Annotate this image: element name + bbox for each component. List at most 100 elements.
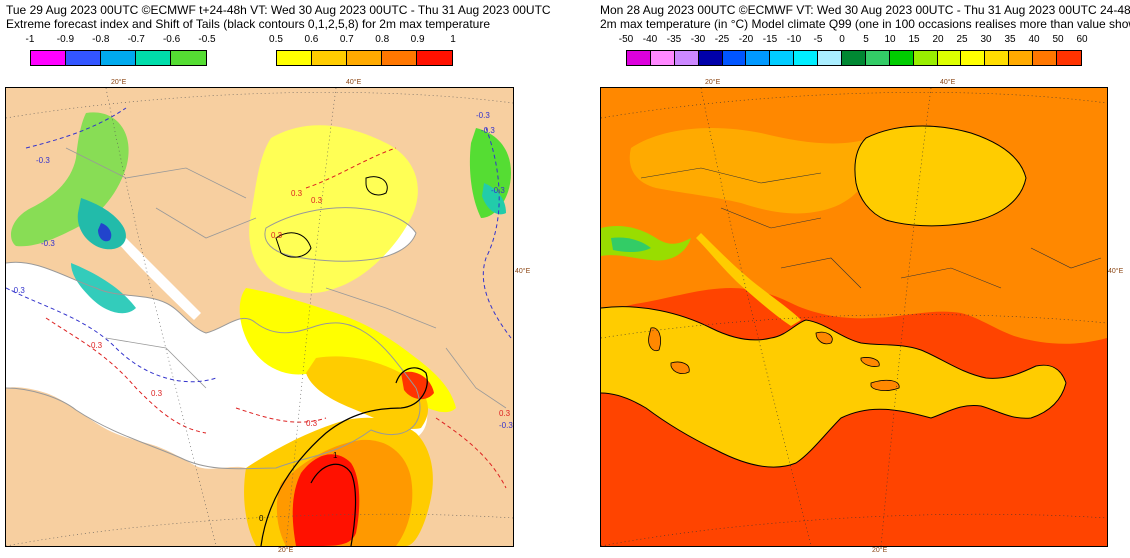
mclimate-mediterranean-sea (601, 306, 1066, 468)
efi-yellow-area-balkans (249, 125, 418, 294)
mclimate-graticule (601, 88, 1107, 546)
colorbar-swatch (1033, 51, 1058, 65)
colorbar-tick-label: -30 (690, 34, 706, 45)
colorbar-swatch (674, 51, 699, 65)
colorbar-tick-label: -50 (618, 34, 634, 45)
contour-label: -0.3 (491, 186, 505, 195)
mclimate-panel: Mon 28 Aug 2023 00UTC ©ECMWF VT: Wed 30 … (594, 0, 1130, 558)
colorbar-swatch (650, 51, 675, 65)
colorbar-swatch (101, 51, 136, 65)
contour-label: -0.3 (11, 286, 25, 295)
colorbar-tick-label: -0.6 (162, 34, 181, 45)
colorbar-tick-label: 0.6 (304, 34, 319, 45)
colorbar-tick-label: 5 (863, 34, 869, 45)
colorbar-tick-label: 25 (956, 34, 968, 45)
efi-coastline-south (6, 387, 421, 470)
colorbar-tick-label: -0.9 (56, 34, 75, 45)
colorbar-swatch (746, 51, 771, 65)
efi-contour-labels: -0.3 -0.3 -0.3 -0.3 -0.3 -0.3 -0.3 0.3 0… (11, 111, 513, 523)
efi-red-area-south (292, 454, 360, 546)
contour-label: -0.3 (476, 111, 490, 120)
mclimate-coastline-south (601, 382, 1067, 468)
efi-orange-area-turkey (306, 356, 429, 429)
mclimate-header-line2: 2m max temperature (in °C) Model climate… (600, 17, 1130, 31)
colorbar-tick-label: -40 (642, 34, 658, 45)
efi-country-borders (65, 147, 507, 409)
mclimate-alps-darkgreen (611, 237, 651, 253)
efi-cyan-area-south (71, 263, 136, 314)
colorbar-tick-label: 15 (908, 34, 920, 45)
efi-blue-spot (98, 223, 112, 242)
efi-map-canvas: -0.3 -0.3 -0.3 -0.3 -0.3 -0.3 -0.3 0.3 0… (6, 88, 513, 546)
efi-green-area-east (469, 128, 511, 218)
colorbar-swatch (961, 51, 986, 65)
efi-sot-contour-1 (310, 463, 357, 546)
efi-lon-label-right-40e: 40°E (515, 268, 531, 275)
colorbar-swatch (66, 51, 101, 65)
efi-header-line1: Tue 29 Aug 2023 00UTC ©ECMWF t+24-48h VT… (6, 3, 551, 17)
colorbar-swatch (937, 51, 962, 65)
colorbar-tick-label: -0.7 (127, 34, 145, 45)
mclimate-map-canvas (601, 88, 1107, 546)
efi-neg-colorbar-boxes (30, 50, 207, 66)
mclimate-black-sea (854, 126, 1026, 226)
colorbar-tick-label: -10 (786, 34, 802, 45)
colorbar-swatch (722, 51, 747, 65)
mclimate-coastline-blacksea (854, 125, 1027, 227)
efi-mediterranean-sea (6, 262, 428, 471)
efi-cyan-area-east (482, 183, 506, 215)
efi-pos-colorbar-boxes (276, 50, 453, 66)
colorbar-tick-label: 1 (450, 34, 456, 45)
efi-colorbar: -1 -0.9 -0.8 -0.7 -0.6 -0.5 0.5 0.6 0.7 0.8 0.9 1 (0, 34, 560, 70)
efi-coastline-north (6, 261, 417, 389)
mclimate-land-orange (629, 128, 874, 214)
colorbar-swatch (312, 51, 347, 65)
efi-map: -0.3 -0.3 -0.3 -0.3 -0.3 -0.3 -0.3 0.3 0… (5, 87, 514, 547)
efi-coastline-blacksea (264, 207, 417, 262)
contour-label: -0.3 (499, 421, 513, 430)
colorbar-swatch (865, 51, 890, 65)
efi-lon-label-top-20e: 20°E (111, 79, 127, 86)
colorbar-tick-label: 0.8 (375, 34, 390, 45)
mclimate-adriatic-sea (696, 233, 801, 326)
mclimate-colorbar: -50 -40 -35 -30 -25 -20 -15 -10 -5 0 5 10 15 20 25 30 35… (594, 34, 1130, 70)
efi-sot-contour-islands (275, 176, 388, 258)
mclimate-map (600, 87, 1108, 547)
colorbar-tick-label: 0.5 (269, 34, 283, 45)
colorbar-tick-label: 40 (1028, 34, 1040, 45)
colorbar-tick-label: -5 (813, 34, 823, 45)
colorbar-tick-label: 60 (1076, 34, 1088, 45)
colorbar-swatch (985, 51, 1010, 65)
mclimate-lon-label-right-40e: 40°E (1108, 268, 1124, 275)
colorbar-tick-label: 30 (980, 34, 992, 45)
colorbar-tick-label: -15 (762, 34, 778, 45)
colorbar-tick-label: -35 (666, 34, 682, 45)
contour-label: 0 (259, 514, 264, 523)
contour-label: 0.3 (91, 341, 103, 350)
colorbar-swatch (1057, 51, 1081, 65)
colorbar-swatch (770, 51, 795, 65)
colorbar-swatch (277, 51, 312, 65)
contour-label: 0.3 (499, 409, 511, 418)
colorbar-swatch (136, 51, 171, 65)
colorbar-tick-label: -25 (714, 34, 730, 45)
mclimate-header-line1: Mon 28 Aug 2023 00UTC ©ECMWF VT: Wed 30 … (600, 3, 1130, 17)
colorbar-swatch (913, 51, 938, 65)
efi-pos-contours (45, 147, 507, 489)
efi-pos-colorbar-labels: 0.5 0.6 0.7 0.8 0.9 1 (269, 34, 456, 47)
contour-label: 0.3 (306, 419, 318, 428)
mclimate-lon-label-bottom-20e: 20°E (872, 547, 888, 554)
efi-panel: Tue 29 Aug 2023 00UTC ©ECMWF t+24-48h VT… (0, 0, 560, 558)
contour-label: 0.3 (311, 196, 323, 205)
colorbar-tick-label: 0.9 (410, 34, 425, 45)
mclimate-lon-label-top-20e: 20°E (705, 79, 721, 86)
colorbar-tick-label: 0 (839, 34, 845, 45)
mclimate-coastline-north (601, 306, 1067, 384)
colorbar-tick-label: -1 (25, 34, 35, 45)
efi-graticule (6, 88, 513, 546)
colorbar-tick-label: 20 (932, 34, 944, 45)
efi-lon-label-top-40e: 40°E (346, 79, 362, 86)
colorbar-swatch (842, 51, 866, 65)
colorbar-swatch (818, 51, 843, 65)
efi-header-line2: Extreme forecast index and Shift of Tail… (6, 17, 491, 31)
